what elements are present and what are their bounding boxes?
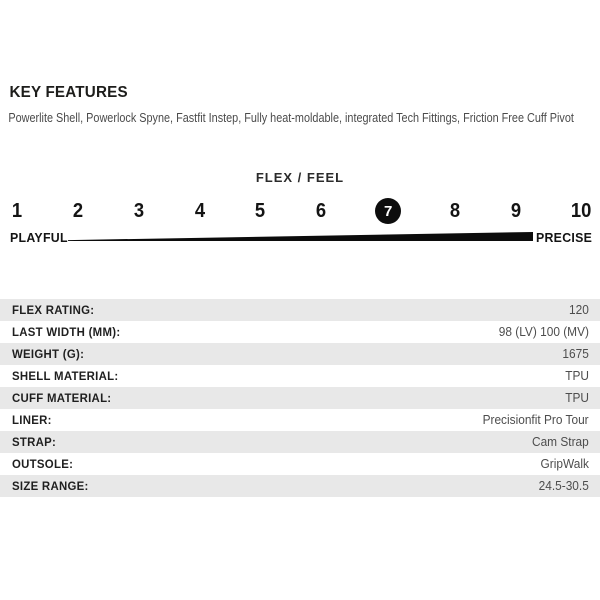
- spec-row: WEIGHT (G): 1675: [0, 343, 600, 365]
- spec-row: STRAP: Cam Strap: [0, 431, 600, 453]
- flex-scale-value: 9: [510, 199, 521, 222]
- flex-scale-value: 4: [194, 199, 205, 222]
- spec-label: STRAP:: [12, 435, 57, 449]
- spec-row: OUTSOLE: GripWalk: [0, 453, 600, 475]
- flex-scale-value-selected: 7: [375, 198, 402, 224]
- flex-feel-heading: FLEX / FEEL: [255, 170, 345, 185]
- spec-row: CUFF MATERIAL: TPU: [0, 387, 600, 409]
- flex-scale-value: 5: [255, 199, 266, 222]
- flex-feel-axis: PLAYFUL PRECISE: [0, 231, 600, 247]
- flex-scale-value: 1: [11, 199, 23, 222]
- spec-row: FLEX RATING: 120: [0, 299, 600, 321]
- spec-value: GripWalk: [540, 457, 589, 471]
- spec-row: SIZE RANGE: 24.5-30.5: [0, 475, 600, 497]
- spec-label: SHELL MATERIAL:: [12, 369, 119, 383]
- playful-label: PLAYFUL: [10, 230, 68, 245]
- spec-label: LINER:: [12, 413, 52, 427]
- spec-label: SIZE RANGE:: [12, 479, 89, 493]
- spec-value: TPU: [565, 369, 589, 383]
- key-features-description: Powerlite Shell, Powerlock Spyne, Fastfi…: [8, 110, 574, 125]
- flex-scale-value: 8: [449, 199, 461, 222]
- spec-value: 120: [569, 303, 589, 317]
- flex-scale-value: 10: [570, 199, 592, 222]
- flex-feel-scale: 1 2 3 4 5 6 7 8 9 10: [0, 198, 600, 224]
- flex-scale-value: 6: [316, 199, 327, 222]
- spec-value: 24.5-30.5: [538, 479, 589, 493]
- spec-value: TPU: [565, 391, 589, 405]
- spec-label: OUTSOLE:: [12, 457, 74, 471]
- spec-label: WEIGHT (G):: [12, 347, 85, 361]
- flex-feel-wedge-graphic: [68, 232, 533, 241]
- spec-row: LINER: Precisionfit Pro Tour: [0, 409, 600, 431]
- spec-value: 1675: [562, 347, 589, 361]
- spec-value: Cam Strap: [532, 435, 589, 449]
- spec-row: SHELL MATERIAL: TPU: [0, 365, 600, 387]
- spec-label: FLEX RATING:: [12, 303, 95, 317]
- flex-scale-value: 2: [72, 199, 83, 222]
- precise-label: PRECISE: [535, 230, 592, 245]
- spec-label: CUFF MATERIAL:: [12, 391, 112, 405]
- key-features-heading: KEY FEATURES: [9, 84, 128, 101]
- spec-table: FLEX RATING: 120 LAST WIDTH (MM): 98 (LV) 1…: [0, 299, 600, 497]
- spec-label: LAST WIDTH (MM):: [12, 325, 121, 339]
- spec-value: Precisionfit Pro Tour: [482, 413, 589, 427]
- flex-scale-value: 3: [133, 199, 144, 222]
- spec-row: LAST WIDTH (MM): 98 (LV) 100 (MV): [0, 321, 600, 343]
- spec-value: 98 (LV) 100 (MV): [498, 325, 589, 339]
